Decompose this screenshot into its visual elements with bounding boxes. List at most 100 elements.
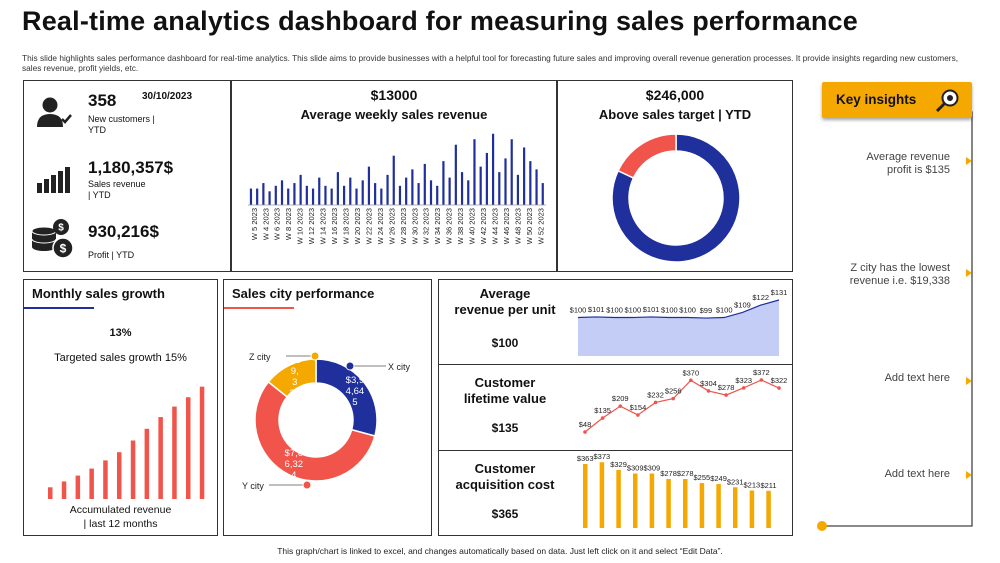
clv-point	[741, 386, 746, 390]
clv-label: $323	[735, 376, 752, 385]
monthly-bar	[117, 452, 122, 499]
city-legend-label: Z city	[249, 352, 271, 362]
monthly-bar	[75, 475, 81, 499]
weekly-bar	[454, 144, 457, 205]
unit-revenue-line	[577, 299, 780, 319]
clv-heading: Customer lifetime value	[439, 375, 571, 407]
weekly-tick-label: W 32 2023	[422, 208, 431, 244]
insight-item: Add text here	[800, 468, 950, 481]
city-callout-dot	[310, 351, 320, 361]
weekly-bar	[367, 166, 371, 205]
city-slice-label: $3,9	[346, 375, 365, 386]
city-slice-label: 5	[352, 397, 357, 408]
weekly-bar	[467, 180, 470, 205]
clv-label: $135	[594, 406, 611, 415]
unit-revenue-label: $100	[716, 306, 733, 315]
weekly-tick-label: W 12 2023	[307, 208, 316, 244]
insight-item: Add text here	[800, 372, 950, 385]
cac-bar	[766, 490, 771, 528]
clv-label: $372	[753, 368, 770, 377]
weekly-bar	[287, 188, 290, 205]
weekly-bar	[479, 166, 482, 205]
cac-bar	[649, 473, 655, 528]
monthly-caption-line2: | last 12 months	[83, 518, 158, 530]
city-slice-label: $1	[289, 355, 300, 366]
clv-point	[724, 393, 728, 397]
monthly-bar	[199, 386, 205, 499]
city-performance-panel: Sales city performance $3,9 4,64 5 $7,6 6,32…	[223, 279, 432, 536]
weekly-bar	[318, 177, 321, 205]
svg-text:$: $	[60, 242, 67, 256]
monthly-percent: 13%	[109, 327, 132, 339]
weekly-bar	[386, 174, 389, 205]
weekly-bar	[374, 183, 377, 205]
clv-point	[583, 430, 587, 434]
weekly-bar	[392, 155, 395, 205]
weekly-tick-label: W 5 2023	[250, 208, 259, 240]
search-icon	[935, 89, 959, 112]
clv-point	[777, 386, 781, 390]
weekly-bar	[535, 169, 538, 205]
cac-label: $213	[744, 480, 761, 489]
cac-bar	[716, 484, 721, 528]
weekly-bar	[417, 183, 420, 205]
weekly-tick-label: W 36 2023	[445, 208, 454, 244]
unit-revenue-label: $101	[588, 305, 605, 314]
page-title: Real-time analytics dashboard for measur…	[22, 6, 858, 36]
weekly-bar	[411, 169, 414, 205]
weekly-tick-label: W 22 2023	[364, 208, 373, 244]
weekly-bar	[504, 158, 507, 205]
weekly-tick-label: W 44 2023	[490, 208, 499, 244]
insight-line: Add text here	[884, 372, 950, 384]
cac-label: $278	[677, 469, 694, 478]
unit-revenue-value: $100	[491, 336, 519, 350]
weekly-bar	[249, 188, 253, 205]
clv-point	[671, 396, 675, 401]
weekly-bar	[380, 188, 383, 205]
weekly-tick-label: W 26 2023	[387, 208, 396, 244]
weekly-heading: Average weekly sales revenue	[300, 107, 488, 122]
weekly-bar	[299, 174, 302, 205]
clv-label: $232	[647, 390, 664, 399]
weekly-tick-label: W 6 2023	[273, 208, 282, 240]
weekly-bar	[330, 188, 333, 205]
weekly-tick-label: W 46 2023	[502, 208, 511, 244]
insight-line: revenue i.e. $19,338	[849, 275, 950, 287]
weekly-bar	[442, 161, 445, 205]
weekly-tick-label: W 30 2023	[410, 208, 419, 244]
weekly-bar	[405, 177, 408, 205]
sales-target-panel: $246,000 Above sales target | YTD	[557, 80, 793, 272]
key-insights-label: Key insights	[836, 92, 917, 107]
weekly-value: $13000	[370, 87, 418, 103]
clv-heading-line2: lifetime value	[463, 391, 547, 406]
coins-icon: $ $	[31, 219, 74, 259]
clv-point	[689, 378, 693, 383]
unit-revenue-label: $101	[643, 305, 660, 314]
weekly-bar	[491, 133, 495, 205]
cac-bar	[683, 478, 688, 528]
weekly-tick-label: W 40 2023	[468, 208, 477, 244]
weekly-tick-label: W 8 2023	[284, 208, 293, 240]
weekly-bar	[293, 183, 296, 205]
city-donut-chart: $3,94,645 $7,66,324 $19,338 Y city Z city X c…	[242, 351, 411, 491]
cac-label: $309	[627, 464, 644, 473]
page-subtitle: This slide highlights sales performance …	[22, 53, 959, 73]
key-insights-tab[interactable]: Key insights	[822, 82, 972, 118]
clv-line	[584, 379, 780, 433]
insight-line: Average revenue	[866, 151, 950, 163]
weekly-revenue-panel: $13000 Average weekly sales revenue W 5 …	[231, 80, 557, 272]
cac-bar	[749, 490, 755, 528]
monthly-bar	[186, 397, 191, 499]
sales-revenue-label: Sales revenue | YTD	[88, 179, 146, 200]
weekly-bar	[336, 172, 339, 205]
city-legend-label: Y city	[242, 481, 264, 491]
unit-revenue-heading-line2: revenue per unit	[454, 302, 556, 317]
weekly-bar	[305, 185, 308, 205]
profit-label: Profit | YTD	[88, 250, 135, 260]
cac-bar	[733, 487, 738, 528]
cac-label: $373	[594, 452, 611, 461]
weekly-bar	[280, 180, 284, 205]
metrics-panel: Average revenue per unit $100 Customer l…	[438, 279, 793, 536]
city-slice-label: 3	[292, 377, 297, 388]
monthly-bar	[144, 428, 150, 499]
